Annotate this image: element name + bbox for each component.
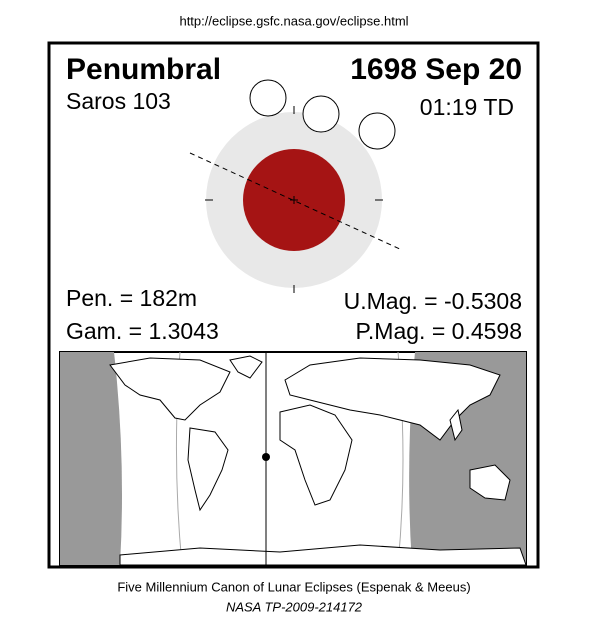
ticks [205,106,383,293]
date: 1698 Sep 20 [350,53,522,86]
reference: NASA TP-2009-214172 [226,599,363,614]
saros: Saros 103 [66,88,171,114]
pmag: P.Mag. = 0.4598 [356,318,522,344]
pen-duration: Pen. = 182m [66,285,197,311]
moon [249,79,287,117]
canon: Five Millennium Canon of Lunar Eclipses … [117,579,470,594]
umag: U.Mag. = -0.5308 [344,288,522,314]
moon [302,95,340,133]
world-map [59,351,527,566]
gamma: Gam. = 1.3043 [66,318,219,344]
moon [358,112,396,150]
time: 01:19 TD [420,94,514,120]
url: http://eclipse.gsfc.nasa.gov/eclipse.htm… [179,13,408,28]
eclipse-type: Penumbral [66,53,221,86]
moon-path [189,152,403,251]
